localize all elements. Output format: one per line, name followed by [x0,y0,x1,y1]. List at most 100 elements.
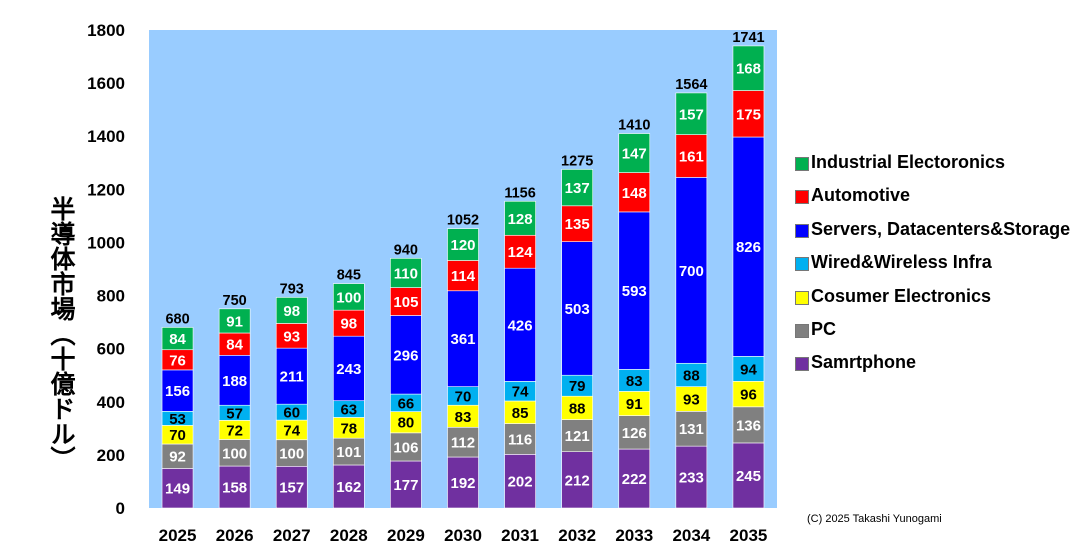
bar-segment-industrial-electoronics [333,283,365,311]
total-label: 845 [337,268,361,284]
y-tick-label: 1600 [87,74,125,93]
data-label-servers-datacenters-storage: 156 [165,383,190,400]
legend-swatch [795,157,809,171]
data-label-automotive: 114 [451,268,476,285]
bar-segment-automotive [618,172,651,213]
data-label-industrial-electoronics: 110 [394,265,418,282]
legend-swatch [795,223,809,238]
total-label: 1564 [675,77,707,93]
bar-segment-industrial-electoronics [218,308,251,334]
x-tick-label: 2033 [615,526,653,545]
legend-label: Wired&Wireless Infra [811,252,992,273]
data-label-pc: 126 [622,425,647,442]
data-label-industrial-electoronics: 137 [565,180,590,197]
bar-segment-servers-datacenters-storage [732,136,765,357]
total-label: 750 [223,293,247,309]
bar-segment-samrtphone [732,442,765,509]
data-label-samrtphone: 158 [222,480,247,497]
data-label-samrtphone: 245 [736,468,761,485]
bar-segment-automotive [333,309,365,337]
legend-swatch [795,323,809,338]
data-label-samrtphone: 162 [336,479,361,496]
x-tick-label: 2035 [730,526,768,545]
data-label-automotive: 161 [679,149,704,166]
data-label-cosumer-electronics: 74 [283,422,300,439]
x-tick-label: 2026 [216,526,254,545]
x-tick-labels: 2025 2026 2027 2028 2029 2030 2031 2032 2033 2034… [159,526,768,545]
data-label-cosumer-electronics: 72 [226,422,243,439]
data-label-wired-wireless-infra: 66 [398,395,415,412]
data-label-samrtphone: 212 [565,472,590,489]
bar-segment-pc [218,439,251,467]
data-label-pc: 106 [393,439,418,456]
data-label-automotive: 175 [736,106,761,123]
data-label-servers-datacenters-storage: 593 [622,283,647,300]
y-tick-label: 1400 [87,127,125,146]
bar-segment-pc [618,415,651,450]
data-label-wired-wireless-infra: 79 [569,378,586,395]
bar-segment-cosumer-electronics [732,381,765,408]
data-label-pc: 100 [222,445,247,462]
data-label-industrial-electoronics: 100 [336,289,361,306]
data-label-samrtphone: 157 [279,480,304,497]
data-label-pc: 112 [451,435,475,452]
data-label-samrtphone: 233 [679,470,704,487]
bar-segment-servers-datacenters-storage [504,267,536,382]
legend-label: Automotive [811,185,910,206]
data-label-cosumer-electronics: 96 [740,387,757,404]
data-label-industrial-electoronics: 120 [450,237,475,254]
total-label: 940 [394,242,418,258]
data-label-wired-wireless-infra: 57 [226,405,243,422]
bar-segment-industrial-electoronics [390,258,422,288]
x-tick-label: 2034 [672,526,710,545]
total-label: 1275 [561,153,593,169]
legend-swatch [795,257,809,272]
data-label-industrial-electoronics: 157 [679,106,704,123]
data-label-servers-datacenters-storage: 296 [393,347,418,364]
bar-segment-servers-datacenters-storage [447,290,479,387]
data-label-wired-wireless-infra: 53 [169,411,186,428]
total-label: 1410 [618,118,650,134]
x-tick-label: 2030 [444,526,482,545]
x-tick-label: 2032 [558,526,596,545]
x-tick-label: 2025 [159,526,197,545]
data-label-samrtphone: 177 [393,477,418,494]
data-label-cosumer-electronics: 91 [626,396,643,413]
data-label-industrial-electoronics: 84 [169,331,186,348]
data-label-wired-wireless-infra: 63 [340,402,357,419]
data-label-samrtphone: 222 [622,471,647,488]
total-label: 1741 [732,30,764,46]
data-label-wired-wireless-infra: 83 [626,373,643,390]
data-label-cosumer-electronics: 83 [455,409,472,426]
bar-segment-pc [333,437,365,466]
bar-segment-samrtphone [161,468,194,509]
data-label-servers-datacenters-storage: 361 [450,331,475,348]
bar-segment-servers-datacenters-storage [561,241,593,376]
y-tick-label: 600 [97,340,125,359]
bar-segment-industrial-electoronics [161,327,194,351]
bar-segment-samrtphone [618,448,651,509]
bar-segment-industrial-electoronics [561,169,593,207]
total-label: 1052 [447,213,479,229]
data-label-servers-datacenters-storage: 826 [736,239,761,256]
total-label: 680 [165,311,189,327]
data-label-cosumer-electronics: 85 [512,405,529,422]
data-label-cosumer-electronics: 88 [569,400,586,417]
y-tick-label: 400 [97,393,125,412]
data-label-pc: 100 [279,446,304,463]
data-label-pc: 121 [565,428,590,445]
legend-blank-area [790,388,1028,430]
y-tick-label: 0 [116,499,125,518]
data-label-servers-datacenters-storage: 211 [280,369,304,386]
bar-segment-industrial-electoronics [732,45,765,91]
data-label-samrtphone: 192 [450,475,475,492]
data-label-servers-datacenters-storage: 700 [679,263,704,280]
x-tick-label: 2027 [273,526,311,545]
data-label-automotive: 98 [340,316,357,333]
total-label: 1156 [504,185,535,201]
data-label-pc: 136 [736,417,761,434]
y-tick-labels: 0 200 400 600 800 1000 1200 1400 1600 1800 [87,21,125,518]
bar-segment-industrial-electoronics [675,92,708,135]
data-label-pc: 101 [336,444,361,461]
data-label-wired-wireless-infra: 70 [455,388,472,405]
